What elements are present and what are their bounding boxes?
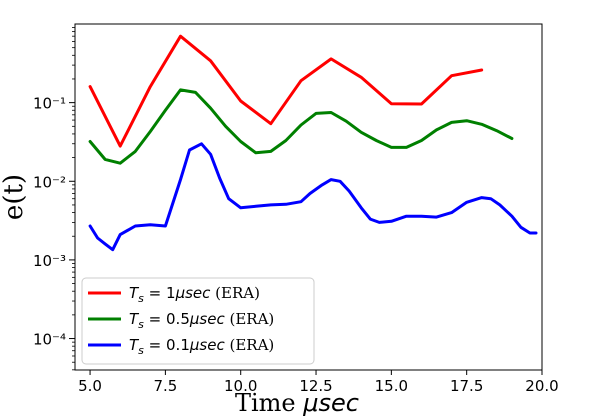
y-tick-label: 10⁻³ bbox=[33, 252, 66, 270]
legend-label-1: Ts = 1μsec (ERA) bbox=[129, 284, 260, 305]
series-line-1 bbox=[88, 34, 484, 148]
x-tick-label: 10.0 bbox=[224, 377, 257, 395]
x-tick-label: 7.5 bbox=[153, 377, 177, 395]
series-line-2 bbox=[88, 88, 514, 165]
x-tick-label: 12.5 bbox=[299, 377, 332, 395]
y-axis-title: e(t) bbox=[0, 174, 29, 220]
x-tick-label: 17.5 bbox=[450, 377, 483, 395]
x-tick-label: 15.0 bbox=[375, 377, 408, 395]
x-tick-label: 5.0 bbox=[78, 377, 102, 395]
legend: Ts = 1μsec (ERA) Ts = 0.5μsec (ERA) Ts = 0… bbox=[81, 277, 315, 365]
series-line-3 bbox=[88, 142, 538, 252]
y-tick-label: 10⁻⁴ bbox=[33, 331, 66, 349]
y-axis-ticks: 10⁻¹ 10⁻² 10⁻³ 10⁻⁴ bbox=[33, 27, 75, 371]
y-tick-label: 10⁻² bbox=[33, 173, 66, 191]
x-axis-ticks: 5.0 7.5 10.0 12.5 15.0 17.5 20.0 bbox=[78, 370, 559, 395]
legend-box bbox=[81, 277, 315, 365]
legend-label-2: Ts = 0.5μsec (ERA) bbox=[129, 310, 274, 331]
series-layer bbox=[88, 34, 538, 252]
x-axis-title: Time μsec bbox=[235, 389, 359, 417]
y-tick-label: 10⁻¹ bbox=[33, 95, 66, 113]
legend-label-3: Ts = 0.1μsec (ERA) bbox=[129, 336, 274, 357]
x-tick-label: 20.0 bbox=[525, 377, 558, 395]
